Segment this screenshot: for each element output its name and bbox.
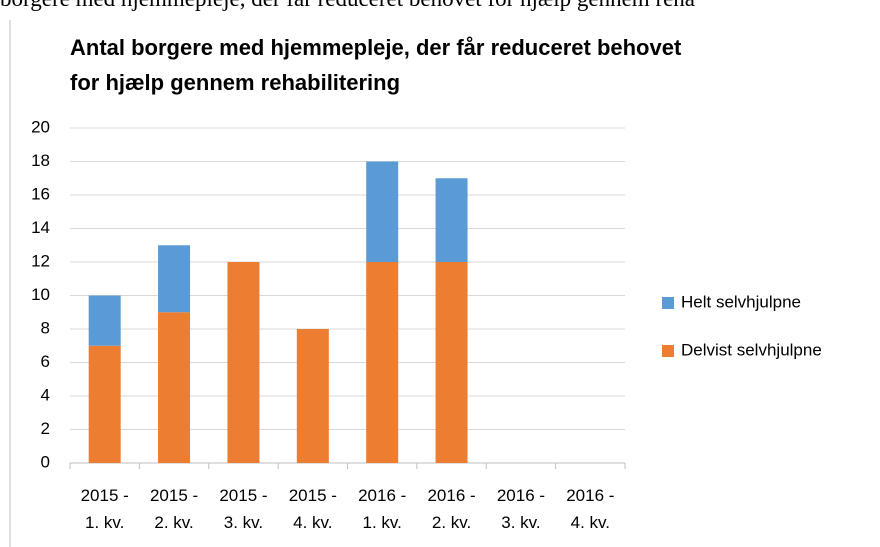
legend-swatch xyxy=(662,297,674,309)
y-tick-label: 6 xyxy=(41,352,50,371)
x-tick-label: 2016 - 4. kv. xyxy=(566,486,615,532)
bar-segment xyxy=(88,295,121,346)
y-tick-label: 10 xyxy=(31,285,50,304)
y-tick-label: 8 xyxy=(41,318,50,337)
caption: borgere med hjemmepleje, der får reducer… xyxy=(0,0,695,12)
bar-segment xyxy=(88,345,121,463)
legend-swatch xyxy=(662,345,674,357)
x-tick-label: 2015 - 1. kv. xyxy=(80,486,129,532)
bar-segment xyxy=(158,245,191,313)
y-tick-label: 16 xyxy=(31,184,50,203)
x-tick-label: 2016 - 2. kv. xyxy=(427,486,476,532)
x-tick-label: 2016 - 3. kv. xyxy=(496,486,546,532)
chart-title: Antal borgere med hjemmepleje, der får r… xyxy=(70,35,682,95)
bar-segment xyxy=(227,262,260,463)
bar-segment xyxy=(435,178,468,262)
y-tick-label: 14 xyxy=(31,218,50,237)
y-tick-label: 2 xyxy=(41,419,50,438)
legend-label: Delvist selvhjulpne xyxy=(681,340,822,359)
y-tick-label: 0 xyxy=(41,452,50,471)
x-tick-label: 2016 - 1. kv. xyxy=(358,486,407,532)
x-tick-label: 2015 - 4. kv. xyxy=(288,486,337,532)
bar-segment xyxy=(158,312,191,463)
x-tick-label: 2015 - 3. kv. xyxy=(219,486,268,532)
x-tick-label: 2015 - 2. kv. xyxy=(149,486,199,532)
bar-segment xyxy=(296,329,329,463)
bar-segment xyxy=(366,161,399,262)
bar-segment xyxy=(435,262,468,463)
bar-segment xyxy=(366,262,399,463)
y-tick-label: 18 xyxy=(31,151,50,170)
y-tick-label: 12 xyxy=(31,251,50,270)
y-tick-label: 20 xyxy=(31,117,50,136)
y-tick-label: 4 xyxy=(41,385,50,404)
legend-label: Helt selvhjulpne xyxy=(681,292,801,311)
